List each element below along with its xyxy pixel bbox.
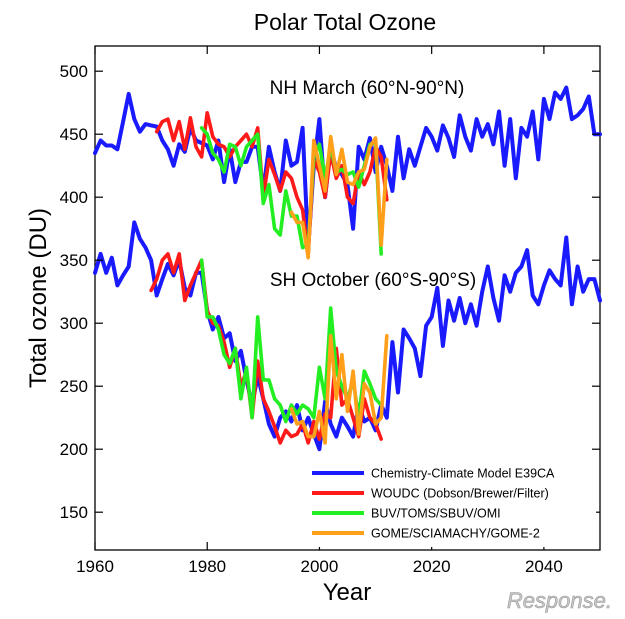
y-tick-label: 500 (60, 62, 88, 81)
series-line-3-nh-march (199, 126, 384, 256)
legend: Chemistry-Climate Model E39CA WOUDC (Dobs… (300, 461, 596, 547)
series-line-4-nh-march (289, 134, 389, 260)
annotation-layer: NH March (60°N-90°N) SH October (60°S-90… (270, 78, 477, 291)
legend-label: WOUDC (Dobson/Brewer/Filter) (371, 487, 549, 501)
series-layer (93, 85, 602, 452)
series-line-2-nh-march (154, 111, 389, 256)
series-line-1-sh-october (93, 220, 602, 452)
legend-label: GOME/SCIAMACHY/GOME-2 (371, 527, 540, 541)
x-tick-label: 2020 (413, 557, 451, 576)
y-axis-title: Total ozone (DU) (25, 208, 52, 388)
y-tick-label: 350 (60, 251, 88, 270)
annotation-sh-october: SH October (60°S-90°S) (270, 270, 476, 291)
legend-label: Chemistry-Climate Model E39CA (371, 467, 555, 481)
series-line-2-sh-october (149, 252, 384, 445)
annotation-nh-march: NH March (60°N-90°N) (270, 78, 465, 99)
axes-layer: 150 200 250 300 350 400 450 500 1960 1980 2000 2020… (60, 46, 600, 576)
y-tick-label: 200 (60, 440, 88, 459)
legend-label: BUV/TOMS/SBUV/OMI (371, 507, 501, 521)
chart-title: Polar Total Ozone (254, 9, 436, 35)
watermark-logo: Response. (507, 588, 612, 613)
x-tick-label: 1960 (76, 557, 114, 576)
y-tick-label: 150 (60, 503, 88, 522)
x-tick-label: 1980 (188, 557, 226, 576)
x-tick-label: 2040 (525, 557, 563, 576)
series-line-1-nh-march (93, 85, 602, 250)
y-tick-label: 400 (60, 188, 88, 207)
x-tick-label: 2000 (301, 557, 339, 576)
y-tick-label: 250 (60, 377, 88, 396)
y-tick-label: 300 (60, 314, 88, 333)
x-axis-title: Year (323, 579, 372, 606)
series-line-4-sh-october (289, 333, 389, 445)
y-tick-label: 450 (60, 125, 88, 144)
